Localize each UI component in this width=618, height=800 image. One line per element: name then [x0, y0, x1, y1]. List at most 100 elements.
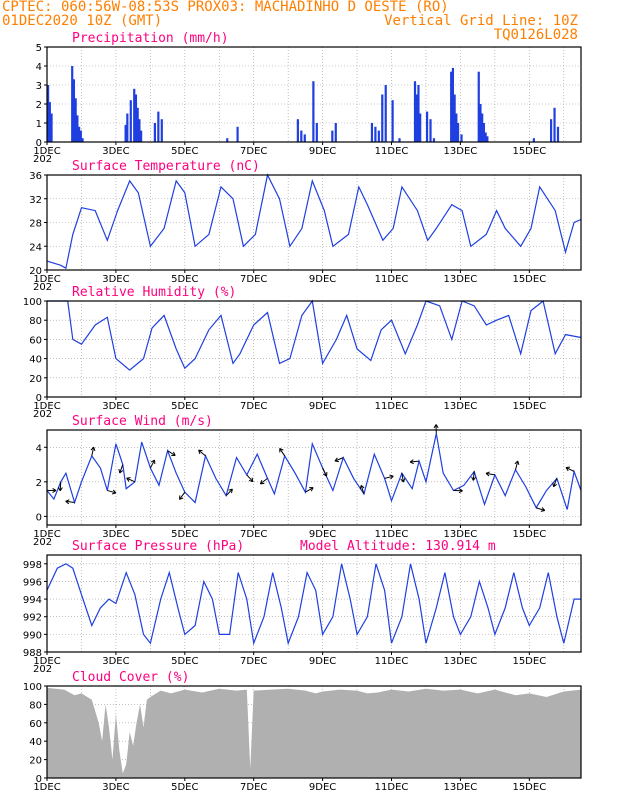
panel-wind: 0 2 4 1DEC 3DEC 5DEC 7DEC 9DEC 11DEC 13DEC 15DEC 20… [33, 414, 582, 548]
x-tick-label: 7DEC [240, 656, 267, 667]
x-tick-label: 11DEC [375, 401, 409, 412]
x-tick-label: 3DEC [102, 782, 129, 793]
panel-title: Relative Humidity (%) [72, 285, 236, 300]
precip-bar [79, 130, 82, 142]
precip-bar [157, 111, 160, 142]
precip-bar [134, 94, 138, 142]
panel-precip: 0 1 2 3 4 5 1DEC 3DEC 5DEC 7DEC 9DEC 11DEC 13DEC 15DE… [33, 31, 582, 165]
x-tick-label: 13DEC [444, 401, 478, 412]
precip-bar [331, 130, 334, 142]
x-tick-label: 11DEC [375, 782, 409, 793]
wind-arrow-head [150, 459, 156, 465]
wind-arrow-head [52, 487, 57, 493]
panel-pres: 988 990 992 994 996 998 1DEC 3DEC 5DEC 7DEC 9DEC 11… [23, 539, 582, 675]
y-tick-label: 3 [36, 81, 42, 92]
precip-bar [553, 107, 556, 142]
precip-bar [455, 113, 458, 142]
wind-arrow-head [90, 446, 96, 452]
y-tick-label: 36 [29, 171, 42, 182]
y-tick-label: 2 [36, 478, 42, 489]
precip-bar [532, 138, 535, 142]
x-tick-label: 7DEC [240, 401, 267, 412]
x-tick-label: 9DEC [309, 529, 336, 540]
precip-bar [477, 71, 480, 142]
y-tick-label: 994 [23, 595, 42, 606]
x-tick-label: 9DEC [309, 274, 336, 285]
precip-bar [417, 85, 420, 142]
model-code: TQ0126L028 [493, 27, 578, 43]
wind-arrow-head [552, 482, 558, 488]
precip-bar [481, 113, 484, 142]
x-tick-label: 15DEC [512, 274, 546, 285]
wind-arrow-head [126, 477, 131, 482]
y-tick-label: 5 [36, 43, 42, 54]
precip-bar [74, 98, 77, 142]
wind-arrow-head [279, 447, 284, 453]
wind-arrow-head [389, 474, 394, 480]
y-tick-label: 20 [29, 266, 42, 277]
x-tick-label: 15DEC [512, 656, 546, 667]
wind-arrow [322, 467, 328, 477]
year-fragment: 202 [33, 664, 52, 675]
x-tick-label: 11DEC [375, 529, 409, 540]
x-tick-label: 15DEC [512, 782, 546, 793]
wind-arrow-head [118, 468, 124, 474]
wind-arrow-head [409, 459, 414, 465]
y-tick-label: 996 [23, 577, 42, 588]
y-tick-label: 0 [36, 774, 42, 785]
wind-arrow-head [57, 487, 63, 492]
wind-arrow [565, 467, 575, 472]
wind-arrow-head [485, 471, 490, 477]
precip-bar [432, 138, 436, 142]
rh-line [47, 299, 582, 371]
wind-arrow [360, 485, 365, 495]
y-tick-label: 80 [29, 700, 42, 711]
wind-arrow [260, 477, 268, 485]
wind-arrow [65, 500, 75, 504]
year-fragment: 202 [33, 409, 52, 420]
y-tick-label: 28 [29, 219, 42, 230]
panel-frame [46, 554, 582, 653]
precip-bar [549, 119, 553, 142]
x-tick-label: 3DEC [102, 529, 129, 540]
wind-arrow [179, 491, 186, 500]
y-tick-label: 0 [36, 138, 42, 149]
wind-arrow [59, 481, 62, 491]
precip-bar [312, 81, 315, 142]
wind-arrow-head [322, 472, 328, 477]
precip-bar [384, 85, 387, 142]
wind-arrow-head [334, 457, 339, 463]
precip-bar [47, 85, 50, 142]
x-tick-label: 3DEC [102, 401, 129, 412]
y-tick-label: 1 [36, 119, 42, 130]
precip-bar [236, 126, 239, 142]
wind-arrow [246, 474, 254, 482]
y-tick-label: 100 [23, 297, 42, 308]
precip-bar [381, 94, 384, 142]
wind-arrow [279, 448, 286, 457]
precip-bar [226, 138, 229, 142]
precip-bar [419, 113, 422, 142]
precip-bar [72, 79, 76, 142]
x-tick-label: 5DEC [171, 529, 198, 540]
wind-line [46, 433, 582, 510]
precip-bar [460, 134, 463, 142]
precip-bar [556, 126, 560, 142]
precip-bar [391, 100, 394, 142]
wind-arrow-head [514, 460, 520, 465]
precip-bar [413, 81, 417, 142]
x-tick-label: 7DEC [240, 146, 267, 157]
x-tick-label: 1DEC [33, 782, 60, 793]
wind-arrow [167, 450, 176, 456]
forecast-date: 01DEC2020 10Z (GMT) [2, 13, 163, 29]
x-tick-label: 9DEC [309, 782, 336, 793]
panel-frame [46, 429, 582, 526]
wind-arrow-head [433, 424, 439, 429]
year-fragment: 202 [33, 537, 52, 548]
y-tick-label: 988 [23, 648, 42, 659]
temp-line [46, 173, 582, 270]
wind-arrow [305, 487, 314, 493]
precip-bar [479, 104, 482, 142]
panel-title: Surface Temperature (nC) [72, 159, 260, 174]
